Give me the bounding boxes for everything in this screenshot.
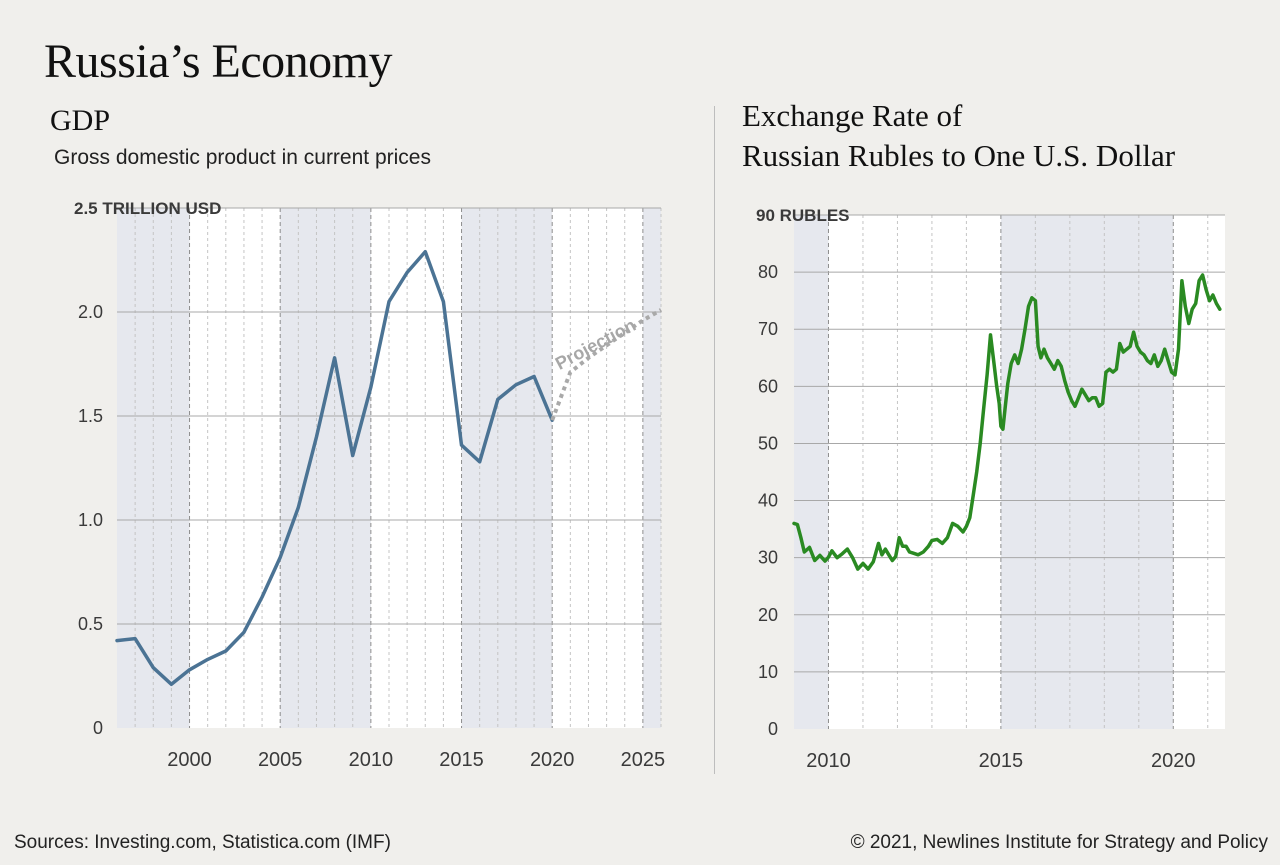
fx-shaded-period bbox=[794, 215, 829, 729]
fx-y-tick-label: 50 bbox=[758, 433, 778, 453]
gdp-x-tick-label: 2010 bbox=[349, 749, 394, 771]
gdp-y-unit-label: 2.5 TRILLION USD bbox=[74, 199, 221, 218]
gdp-y-tick-label: 1.0 bbox=[78, 510, 103, 530]
fx-y-tick-label: 80 bbox=[758, 262, 778, 282]
fx-chart-title-line1: Exchange Rate of bbox=[742, 98, 963, 133]
gdp-chart: 0 0.5 1.0 1.5 2.0 2.5 TRILLION USD 2000 2005 201… bbox=[74, 199, 665, 771]
page-title: Russia’s Economy bbox=[44, 35, 393, 88]
gdp-projection-line bbox=[550, 308, 662, 421]
gdp-series-line bbox=[115, 249, 554, 687]
gdp-x-tick-label: 2015 bbox=[439, 749, 484, 771]
panel-divider bbox=[714, 106, 715, 774]
gdp-y-tick-label: 1.5 bbox=[78, 406, 103, 426]
fx-shaded-period bbox=[1000, 215, 1174, 729]
gdp-x-tick-label: 2025 bbox=[621, 749, 666, 771]
gdp-chart-title: GDP bbox=[50, 104, 111, 137]
gdp-y-tick-label: 2.0 bbox=[78, 302, 103, 322]
fx-y-tick-label: 30 bbox=[758, 548, 778, 568]
copyright-footer: © 2021, Newlines Institute for Strategy … bbox=[850, 832, 1268, 853]
gdp-x-tick-label: 2020 bbox=[530, 749, 575, 771]
fx-y-tick-label: 60 bbox=[758, 376, 778, 396]
fx-chart-title-line2: Russian Rubles to One U.S. Dollar bbox=[742, 138, 1176, 173]
fx-chart: 0 10 20 30 40 50 60 70 80 90 RUBLES 2010 2015 2020 bbox=[756, 206, 1225, 772]
fx-y-tick-label: 20 bbox=[758, 605, 778, 625]
gdp-x-tick-label: 2005 bbox=[258, 749, 303, 771]
fx-y-unit-label: 90 RUBLES bbox=[756, 206, 850, 225]
gdp-chart-subtitle: Gross domestic product in current prices bbox=[54, 146, 431, 169]
fx-chart-title: Exchange Rate of Russian Rubles to One U… bbox=[742, 96, 1175, 176]
gdp-x-tick-label: 2000 bbox=[167, 749, 212, 771]
gdp-y-tick-label: 0 bbox=[93, 718, 103, 738]
fx-x-tick-label: 2015 bbox=[979, 750, 1024, 772]
gdp-y-tick-label: 0.5 bbox=[78, 614, 103, 634]
fx-series-line bbox=[792, 273, 1222, 571]
gdp-shaded-period bbox=[280, 208, 371, 728]
sources-footer: Sources: Investing.com, Statistica.com (… bbox=[14, 832, 391, 853]
fx-y-tick-label: 0 bbox=[768, 719, 778, 739]
fx-y-tick-label: 70 bbox=[758, 319, 778, 339]
fx-x-tick-label: 2020 bbox=[1151, 750, 1196, 772]
fx-y-tick-label: 10 bbox=[758, 662, 778, 682]
gdp-shaded-period bbox=[642, 208, 661, 728]
gdp-shaded-period bbox=[461, 208, 553, 728]
fx-x-tick-label: 2010 bbox=[806, 750, 851, 772]
fx-y-tick-label: 40 bbox=[758, 491, 778, 511]
